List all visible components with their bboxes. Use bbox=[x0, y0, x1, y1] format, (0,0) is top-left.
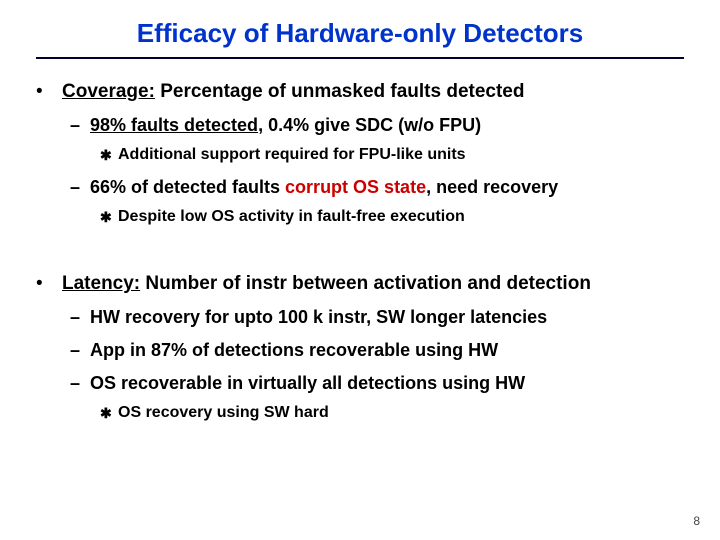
coverage-rest: Percentage of unmasked faults detected bbox=[155, 81, 525, 102]
dash-icon: – bbox=[70, 340, 90, 361]
bullet-fpu-support: ✱ Additional support required for FPU-li… bbox=[100, 146, 690, 165]
bullet-text: 66% of detected faults corrupt OS state,… bbox=[90, 177, 690, 198]
slide: Efficacy of Hardware-only Detectors • Co… bbox=[0, 0, 720, 540]
latency-rest: Number of instr between activation and d… bbox=[140, 273, 591, 294]
bullet-corrupt-os: – 66% of detected faults corrupt OS stat… bbox=[70, 177, 690, 198]
star-icon: ✱ bbox=[100, 404, 118, 423]
bullet-coverage: • Coverage: Percentage of unmasked fault… bbox=[36, 81, 690, 103]
corrupt-pre: 66% of detected faults bbox=[90, 177, 285, 197]
slide-title: Efficacy of Hardware-only Detectors bbox=[36, 18, 684, 59]
bullet-text: HW recovery for upto 100 k instr, SW lon… bbox=[90, 307, 690, 328]
corrupt-highlight: corrupt OS state bbox=[285, 177, 426, 197]
star-icon: ✱ bbox=[100, 208, 118, 227]
bullet-icon: • bbox=[36, 273, 62, 295]
dash-icon: – bbox=[70, 177, 90, 198]
bullet-faults-detected: – 98% faults detected, 0.4% give SDC (w/… bbox=[70, 115, 690, 136]
dash-icon: – bbox=[70, 373, 90, 394]
bullet-sw-hard: ✱ OS recovery using SW hard bbox=[100, 404, 690, 423]
page-number: 8 bbox=[693, 514, 700, 528]
faults-pct: 98% faults detected bbox=[90, 115, 258, 135]
bullet-text: OS recovery using SW hard bbox=[118, 404, 690, 422]
bullet-text: Additional support required for FPU-like… bbox=[118, 146, 690, 164]
bullet-low-os-activity: ✱ Despite low OS activity in fault-free … bbox=[100, 208, 690, 227]
spacer bbox=[30, 229, 690, 259]
dash-icon: – bbox=[70, 307, 90, 328]
dash-icon: – bbox=[70, 115, 90, 136]
bullet-text: Coverage: Percentage of unmasked faults … bbox=[62, 81, 690, 103]
bullet-text: 98% faults detected, 0.4% give SDC (w/o … bbox=[90, 115, 690, 136]
bullet-text: Despite low OS activity in fault-free ex… bbox=[118, 208, 690, 226]
bullet-icon: • bbox=[36, 81, 62, 103]
bullet-text: App in 87% of detections recoverable usi… bbox=[90, 340, 690, 361]
bullet-os-recoverable: – OS recoverable in virtually all detect… bbox=[70, 373, 690, 394]
bullet-text: Latency: Number of instr between activat… bbox=[62, 273, 690, 295]
corrupt-post: , need recovery bbox=[426, 177, 558, 197]
coverage-lead: Coverage: bbox=[62, 81, 155, 102]
latency-lead: Latency: bbox=[62, 273, 140, 294]
bullet-latency: • Latency: Number of instr between activ… bbox=[36, 273, 690, 295]
faults-rest: , 0.4% give SDC (w/o FPU) bbox=[258, 115, 481, 135]
bullet-app-recoverable: – App in 87% of detections recoverable u… bbox=[70, 340, 690, 361]
bullet-hw-recovery: – HW recovery for upto 100 k instr, SW l… bbox=[70, 307, 690, 328]
bullet-text: OS recoverable in virtually all detectio… bbox=[90, 373, 690, 394]
star-icon: ✱ bbox=[100, 146, 118, 165]
